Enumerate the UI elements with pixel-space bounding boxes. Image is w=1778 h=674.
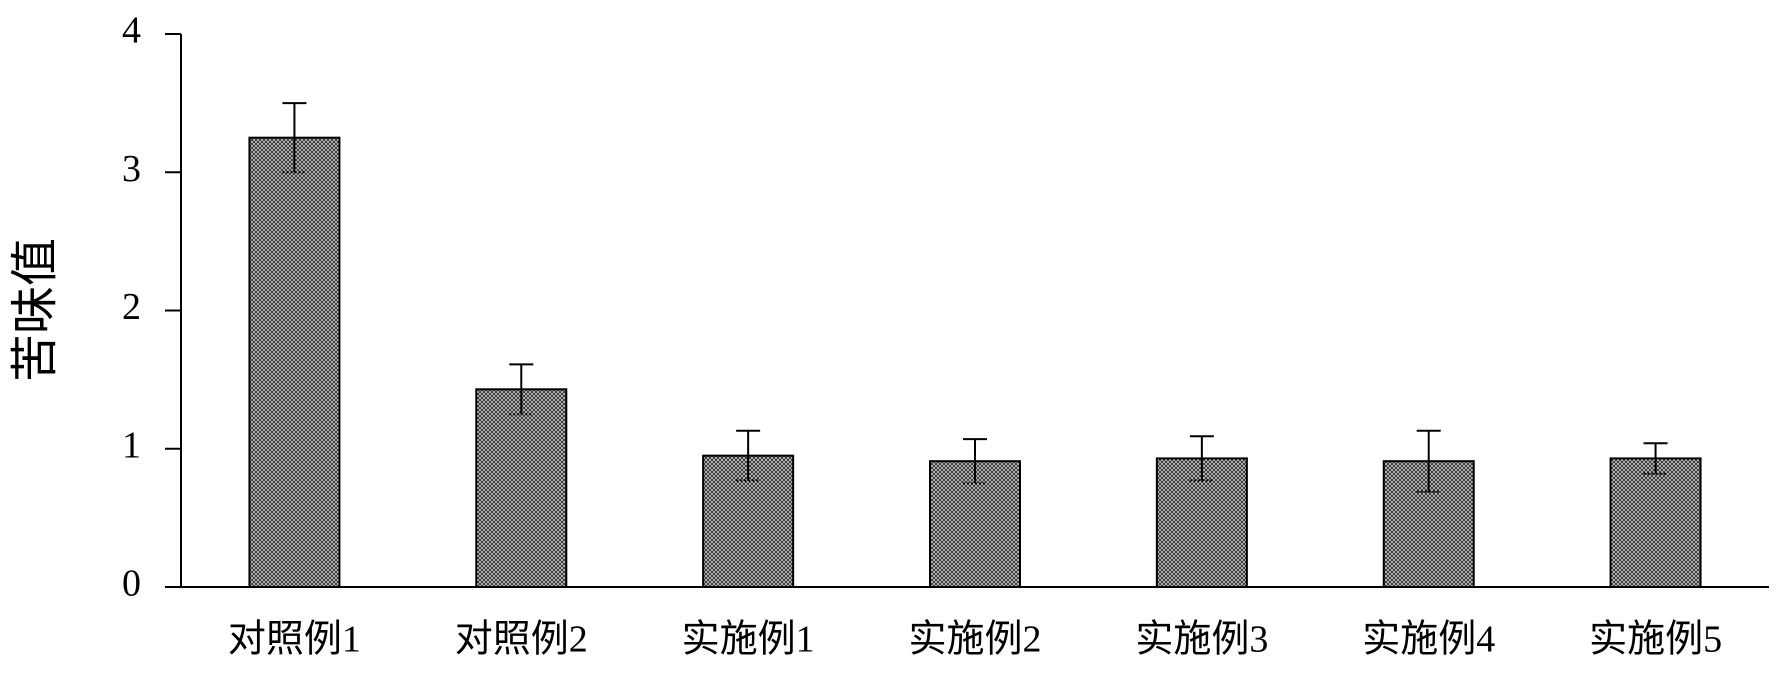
x-tick-label: 实施例2 bbox=[908, 619, 1041, 661]
x-tick-label: 对照例1 bbox=[228, 619, 361, 661]
chart: 苦味值 0 1 2 3 4 对照例1 对照例2 实施例1 实施例2 实施例3 实施例4 实施例5 bbox=[0, 0, 1778, 674]
y-axis-label: 苦味值 bbox=[9, 238, 62, 382]
bar bbox=[249, 138, 339, 587]
x-tick-label: 实施例3 bbox=[1135, 619, 1268, 661]
y-tick-label: 3 bbox=[122, 148, 141, 190]
x-tick-label: 实施例1 bbox=[682, 619, 815, 661]
bar bbox=[476, 389, 566, 587]
bar bbox=[1611, 458, 1701, 587]
x-tick-label: 实施例5 bbox=[1589, 619, 1722, 661]
x-tick-label: 实施例4 bbox=[1362, 619, 1495, 661]
y-tick-label: 0 bbox=[122, 563, 141, 605]
y-tick-label: 2 bbox=[122, 286, 141, 328]
y-tick-label: 1 bbox=[122, 424, 141, 466]
y-tick-label: 4 bbox=[122, 10, 141, 52]
x-tick-label: 对照例2 bbox=[455, 619, 588, 661]
